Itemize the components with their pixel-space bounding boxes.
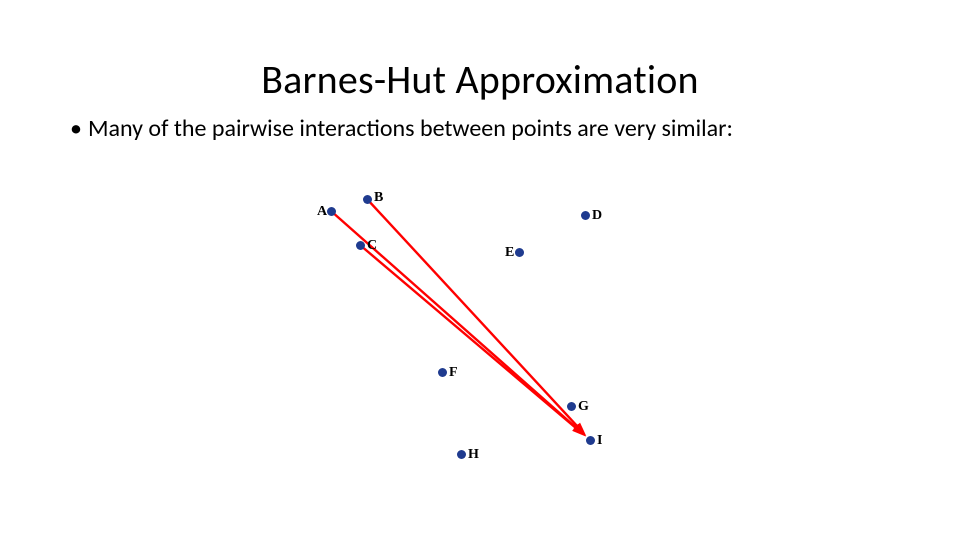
- point-i: [586, 436, 595, 445]
- point-e: [515, 248, 524, 257]
- point-label-d: D: [592, 208, 602, 224]
- diagram-svg: [290, 190, 660, 490]
- arrow-line: [360, 245, 575, 427]
- point-label-g: G: [578, 399, 589, 415]
- arrow-line: [367, 199, 577, 426]
- slide-title: Barnes-Hut Approximation: [0, 55, 960, 104]
- diagram-area: A B C D E F G H I: [290, 190, 660, 490]
- point-label-e: E: [505, 245, 514, 261]
- point-f: [438, 368, 447, 377]
- point-c: [356, 241, 365, 250]
- bullet-line: •Many of the pairwise interactions betwe…: [70, 114, 920, 144]
- point-a: [327, 207, 336, 216]
- point-label-b: B: [374, 190, 383, 206]
- bullet-marker: •: [70, 114, 82, 144]
- point-label-c: C: [367, 238, 377, 254]
- point-label-a: A: [317, 204, 327, 220]
- point-label-i: I: [597, 433, 602, 449]
- point-h: [457, 450, 466, 459]
- point-d: [581, 211, 590, 220]
- point-label-h: H: [468, 447, 479, 463]
- slide: { "title": "Barnes-Hut Approximation", "…: [0, 0, 960, 540]
- point-b: [363, 195, 372, 204]
- point-label-f: F: [449, 365, 458, 381]
- point-g: [567, 402, 576, 411]
- bullet-text: Many of the pairwise interactions betwee…: [88, 114, 733, 143]
